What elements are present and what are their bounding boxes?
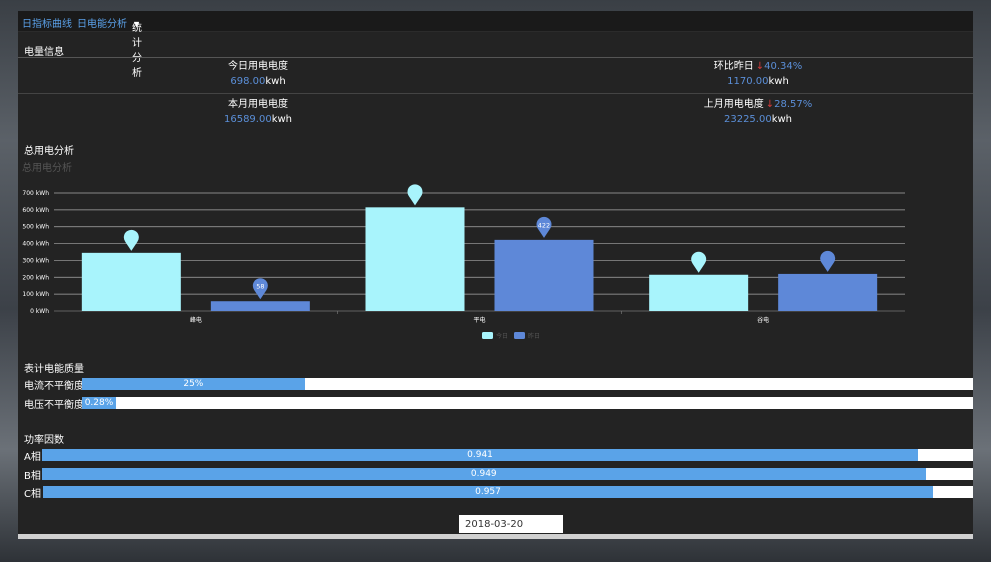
progress-fill <box>82 397 116 409</box>
quality-row-voltage: 电压不平衡度 0.28% <box>18 397 973 411</box>
today-usage: 今日用电电度 698.00kwh <box>178 59 338 89</box>
pin-marker-icon <box>407 184 423 206</box>
legend-swatch <box>514 332 525 339</box>
yesterday-usage-unit: kwh <box>768 76 789 87</box>
progress-track: 0.949 <box>42 468 973 480</box>
today-usage-label: 今日用电电度 <box>228 61 288 72</box>
month-compare: 上月用电电度 ↓28.57% 23225.00kwh <box>678 97 838 127</box>
bar-today <box>365 207 465 311</box>
y-tick-label: 700 kWh <box>22 190 49 197</box>
analysis-title: 总用电分析 <box>24 146 74 157</box>
phase-label: C相 <box>24 489 41 500</box>
power-factor-title: 功率因数 <box>24 435 64 446</box>
last-month-usage-unit: kwh <box>771 114 793 125</box>
x-category-label: 峰电 <box>190 316 202 324</box>
nav-daily-curve[interactable]: 日指标曲线 <box>22 19 72 30</box>
month-usage: 本月用电电度 16589.00kwh <box>178 97 338 127</box>
bar-yesterday <box>494 239 594 311</box>
power-factor-row-a: A相 0.941 <box>18 449 973 463</box>
quality-row-label: 电压不平衡度 <box>24 400 84 411</box>
y-tick-label: 500 kWh <box>22 224 49 231</box>
last-month-usage-value: 23225.00 <box>723 114 772 125</box>
progress-text: 0.941 <box>467 450 493 460</box>
bar-yesterday <box>778 273 878 311</box>
chevron-down-icon: ▾ <box>134 19 140 30</box>
date-input[interactable] <box>459 515 563 533</box>
x-category-label: 谷电 <box>757 316 769 324</box>
bar-yesterday <box>210 301 310 311</box>
quality-row-label: 电流不平衡度 <box>24 381 84 392</box>
main-panel: 日指标曲线 日电能分析 统计分析 ▾ 电量信息 今日用电电度 698.00kwh … <box>18 11 973 539</box>
progress-fill <box>42 468 926 480</box>
month-compare-percent: 28.57% <box>774 99 813 110</box>
pin-marker-icon <box>820 250 836 272</box>
top-nav: 日指标曲线 日电能分析 统计分析 ▾ <box>18 11 973 79</box>
legend-label: 今日 <box>496 332 508 340</box>
today-usage-unit: kwh <box>265 76 286 87</box>
progress-fill <box>82 378 305 390</box>
y-tick-label: 300 kWh <box>22 257 49 264</box>
phase-label: A相 <box>24 452 41 463</box>
month-usage-value: 16589.00 <box>223 114 272 125</box>
pin-marker-icon <box>691 251 707 273</box>
usage-bar-chart: 0 kWh 100 kWh 200 kWh 300 kWh 400 kWh 500 kWh… <box>22 184 905 340</box>
x-category-label: 平电 <box>473 316 485 324</box>
day-compare-label: 环比昨日 <box>713 61 754 72</box>
y-tick-label: 600 kWh <box>22 207 49 214</box>
progress-fill <box>43 486 933 498</box>
arrow-down-icon: ↓ <box>765 99 775 110</box>
y-tick-label: 200 kWh <box>22 274 49 281</box>
bar-today <box>81 252 181 311</box>
month-compare-label: 上月用电电度 <box>703 99 764 110</box>
bar-today <box>649 274 749 311</box>
arrow-down-icon: ↓ <box>755 61 765 72</box>
y-tick-label: 100 kWh <box>22 291 49 298</box>
quality-row-current: 电流不平衡度 25% <box>18 378 973 392</box>
pin-marker-icon <box>123 229 139 251</box>
legend-swatch <box>482 332 493 339</box>
progress-track: 0.28% <box>82 397 973 409</box>
phase-label: B相 <box>24 471 41 482</box>
chart-title: 总用电分析 <box>22 163 72 174</box>
power-factor-row-c: C相 0.957 <box>18 486 973 500</box>
month-usage-unit: kwh <box>271 114 293 125</box>
progress-track: 0.957 <box>43 486 973 498</box>
pin-label: 422 <box>538 221 550 229</box>
nav-statistics-label: 统计分析 <box>132 23 142 79</box>
progress-track: 0.941 <box>42 449 973 461</box>
day-compare-percent: 40.34% <box>764 61 803 72</box>
y-tick-label: 400 kWh <box>22 241 49 248</box>
y-tick-label: 0 kWh <box>30 308 49 315</box>
progress-fill <box>42 449 919 461</box>
pin-marker-icon <box>536 216 552 238</box>
day-compare: 环比昨日 ↓40.34% 1170.00kwh <box>678 59 838 89</box>
month-usage-label: 本月用电电度 <box>228 99 288 110</box>
progress-track: 25% <box>82 378 973 390</box>
divider <box>18 57 973 58</box>
today-usage-value: 698.00 <box>230 76 266 87</box>
progress-text: 0.957 <box>475 487 501 497</box>
progress-text: 25% <box>183 379 204 389</box>
pin-marker-icon <box>252 278 268 300</box>
quality-title: 表计电能质量 <box>24 364 84 375</box>
legend-label: 昨日 <box>528 332 540 340</box>
yesterday-usage-value: 1170.00 <box>727 76 769 87</box>
energy-info-title: 电量信息 <box>24 47 64 58</box>
progress-text: 0.949 <box>470 469 497 479</box>
pin-label: 58 <box>256 283 264 291</box>
nav-daily-energy[interactable]: 日电能分析 <box>77 19 127 30</box>
progress-text: 0.28% <box>84 398 114 408</box>
bottom-strip <box>18 534 973 539</box>
power-factor-row-b: B相 0.949 <box>18 468 973 482</box>
divider <box>18 93 973 94</box>
